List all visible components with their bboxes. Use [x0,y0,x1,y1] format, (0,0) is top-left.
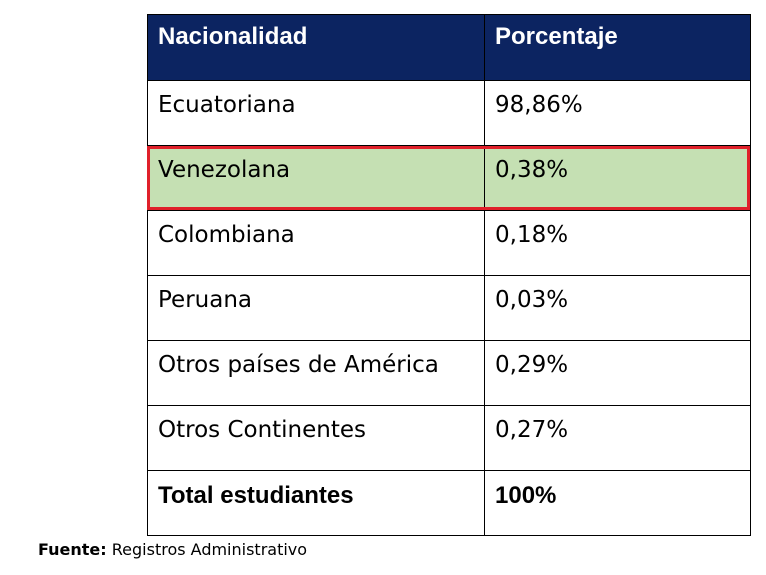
percentage-cell: 98,86% [484,80,751,146]
table-row: Peruana 0,03% [147,275,751,341]
table-row: Otros países de América 0,29% [147,340,751,406]
source-footnote: Fuente: Registros Administrativo [38,540,307,559]
nationality-table: Nacionalidad Porcentaje Ecuatoriana 98,8… [147,14,751,536]
table-header-row: Nacionalidad Porcentaje [147,14,751,81]
nationality-cell: Colombiana [147,210,485,276]
footnote-label: Fuente: [38,540,107,559]
total-value-cell: 100% [484,470,751,536]
footnote-text: Registros Administrativo [106,540,308,559]
header-percentage: Porcentaje [484,14,751,81]
percentage-cell: 0,18% [484,210,751,276]
nationality-cell: Venezolana [147,145,485,211]
table-row: Ecuatoriana 98,86% [147,80,751,146]
percentage-cell: 0,27% [484,405,751,471]
nationality-cell: Ecuatoriana [147,80,485,146]
percentage-cell: 0,29% [484,340,751,406]
percentage-cell: 0,38% [484,145,751,211]
table-total-row: Total estudiantes 100% [147,470,751,536]
nationality-cell: Peruana [147,275,485,341]
table-row: Colombiana 0,18% [147,210,751,276]
header-nationality: Nacionalidad [147,14,485,81]
total-label-cell: Total estudiantes [147,470,485,536]
table-row-highlighted: Venezolana 0,38% [147,145,751,211]
nationality-cell: Otros países de América [147,340,485,406]
nationality-cell: Otros Continentes [147,405,485,471]
percentage-cell: 0,03% [484,275,751,341]
table-row: Otros Continentes 0,27% [147,405,751,471]
